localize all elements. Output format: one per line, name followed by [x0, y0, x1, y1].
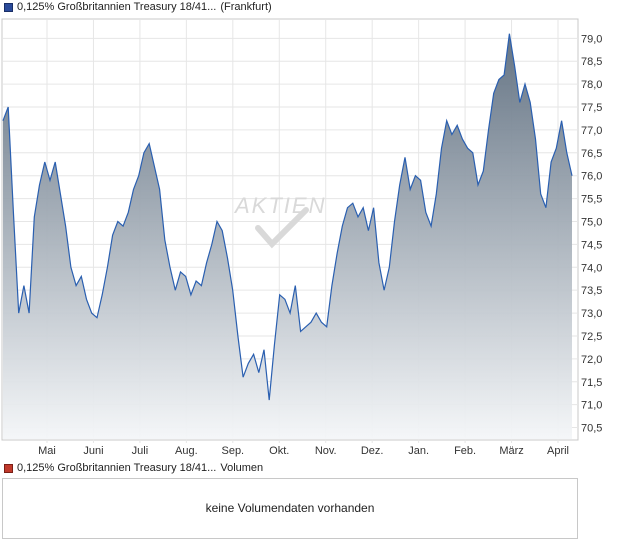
y-tick-label: 74,5 [581, 239, 602, 251]
y-tick-label: 73,5 [581, 285, 602, 297]
y-tick-label: 78,5 [581, 56, 602, 68]
price-area-fill [3, 33, 572, 439]
x-tick-label: Okt. [269, 445, 289, 457]
y-tick-label: 78,0 [581, 79, 602, 91]
volume-panel: keine Volumendaten vorhanden [2, 478, 578, 539]
y-tick-label: 73,0 [581, 308, 602, 320]
y-tick-label: 75,5 [581, 194, 602, 206]
y-axis: 70,5 71,0 71,5 72,0 72,5 73,0 73,5 74,0 74,5 75,0… [581, 33, 602, 434]
y-tick-label: 79,0 [581, 33, 602, 45]
x-tick-label: Juni [83, 445, 103, 457]
x-tick-label: Aug. [175, 445, 198, 457]
x-tick-label: Jan. [408, 445, 429, 457]
y-tick-label: 76,5 [581, 148, 602, 160]
price-legend-swatch [4, 2, 13, 12]
y-tick-label: 72,0 [581, 354, 602, 366]
volume-legend-name: 0,125% Großbritannien Treasury 18/41... [17, 462, 217, 474]
x-tick-label: Feb. [454, 445, 476, 457]
volume-empty-message: keine Volumendaten vorhanden [205, 501, 375, 515]
volume-legend-swatch [4, 463, 13, 473]
volume-legend-label: Volumen [220, 462, 264, 474]
x-tick-label: April [547, 445, 569, 457]
y-tick-label: 77,0 [581, 125, 602, 137]
x-tick-label: Dez. [361, 445, 384, 457]
x-tick-label: Juli [132, 445, 149, 457]
y-tick-label: 77,5 [581, 102, 602, 114]
x-tick-label: Sep. [221, 445, 244, 457]
y-tick-label: 72,5 [581, 331, 602, 343]
watermark-text: AKTIEN [233, 193, 326, 218]
price-legend-exchange: (Frankfurt) [220, 1, 272, 13]
watermark-check-icon [255, 207, 309, 249]
y-tick-label: 75,0 [581, 216, 602, 228]
y-tick-label: 74,0 [581, 262, 602, 274]
x-axis: Mai Juni Juli Aug. Sep. Okt. Nov. Dez. Jan. Feb. M… [38, 445, 569, 457]
price-legend: 0,125% Großbritannien Treasury 18/41... … [4, 0, 272, 14]
y-tick-label: 70,5 [581, 423, 602, 435]
volume-legend: 0,125% Großbritannien Treasury 18/41... … [4, 461, 263, 475]
y-tick-label: 71,5 [581, 377, 602, 389]
price-chart: AKTIEN 70,571,071,572,072,573,073,574,07… [1, 18, 602, 457]
y-tick-label: 76,0 [581, 171, 602, 183]
price-line [2, 33, 573, 401]
x-tick-label: März [499, 445, 523, 457]
price-legend-name: 0,125% Großbritannien Treasury 18/41... [17, 1, 217, 13]
x-tick-label: Mai [38, 445, 56, 457]
x-tick-label: Nov. [315, 445, 337, 457]
y-tick-label: 71,0 [581, 400, 602, 412]
